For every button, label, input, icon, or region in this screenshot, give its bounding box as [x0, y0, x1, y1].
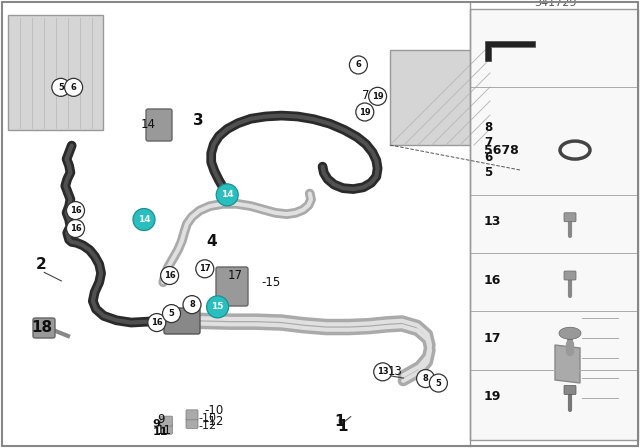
Text: 11: 11: [152, 427, 168, 437]
Text: 16: 16: [164, 271, 175, 280]
Text: -12: -12: [198, 421, 216, 431]
Bar: [470, 9, 638, 440]
Circle shape: [429, 374, 447, 392]
Circle shape: [196, 260, 214, 278]
FancyBboxPatch shape: [186, 418, 198, 428]
Text: 18: 18: [31, 319, 52, 335]
Text: -10: -10: [198, 413, 216, 422]
FancyBboxPatch shape: [161, 416, 172, 426]
Text: 16: 16: [484, 273, 501, 287]
Text: 13: 13: [484, 215, 501, 228]
Text: 17: 17: [199, 264, 211, 273]
Text: 9: 9: [152, 419, 160, 429]
FancyBboxPatch shape: [564, 271, 576, 280]
Text: 8: 8: [484, 121, 492, 134]
Text: 19: 19: [372, 92, 383, 101]
FancyBboxPatch shape: [216, 267, 248, 306]
Text: 19: 19: [359, 108, 371, 116]
FancyBboxPatch shape: [8, 15, 103, 130]
FancyBboxPatch shape: [164, 308, 200, 334]
Polygon shape: [580, 293, 635, 428]
Text: 6: 6: [484, 151, 492, 164]
Text: 2: 2: [36, 257, 47, 272]
Text: 1: 1: [334, 414, 344, 429]
Text: 5: 5: [484, 166, 492, 179]
Circle shape: [133, 208, 155, 231]
Text: -12: -12: [205, 414, 224, 428]
Text: 17: 17: [484, 332, 502, 345]
Text: 6: 6: [355, 60, 362, 69]
FancyBboxPatch shape: [161, 424, 172, 434]
Text: 341729: 341729: [534, 0, 576, 8]
FancyBboxPatch shape: [33, 318, 55, 338]
Text: 1: 1: [337, 419, 348, 434]
Circle shape: [65, 78, 83, 96]
Text: 7: 7: [484, 136, 492, 149]
Text: 13: 13: [377, 367, 388, 376]
Circle shape: [67, 202, 84, 220]
Text: 5: 5: [58, 83, 64, 92]
Circle shape: [374, 363, 392, 381]
FancyBboxPatch shape: [564, 213, 576, 222]
Text: 14: 14: [221, 190, 234, 199]
Text: 6: 6: [70, 83, 77, 92]
Circle shape: [349, 56, 367, 74]
Circle shape: [216, 184, 238, 206]
FancyBboxPatch shape: [186, 410, 198, 420]
Circle shape: [417, 370, 435, 388]
Text: 14: 14: [141, 118, 156, 131]
Text: -10: -10: [205, 404, 224, 418]
FancyBboxPatch shape: [564, 385, 576, 395]
Polygon shape: [555, 345, 580, 383]
Text: 5678: 5678: [484, 143, 519, 157]
FancyBboxPatch shape: [146, 109, 172, 141]
Text: 11: 11: [157, 423, 172, 437]
Circle shape: [356, 103, 374, 121]
Text: 16: 16: [151, 318, 163, 327]
Text: 17: 17: [227, 269, 242, 282]
Circle shape: [148, 314, 166, 332]
Text: 9: 9: [157, 413, 164, 426]
Circle shape: [67, 220, 84, 237]
Circle shape: [161, 267, 179, 284]
Text: 8: 8: [423, 374, 428, 383]
Text: -15: -15: [261, 276, 280, 289]
Ellipse shape: [559, 327, 581, 339]
Text: 14: 14: [138, 215, 150, 224]
Text: 7: 7: [362, 89, 369, 102]
Text: 16: 16: [70, 206, 81, 215]
Text: 3: 3: [193, 113, 204, 129]
Text: 8: 8: [189, 300, 195, 309]
Text: 5: 5: [435, 379, 442, 388]
Text: 16: 16: [70, 224, 81, 233]
FancyBboxPatch shape: [390, 50, 490, 145]
Circle shape: [207, 296, 228, 318]
Circle shape: [163, 305, 180, 323]
Text: 4: 4: [206, 234, 216, 250]
Text: 5: 5: [168, 309, 175, 318]
Circle shape: [183, 296, 201, 314]
Polygon shape: [485, 41, 535, 61]
Circle shape: [369, 87, 387, 105]
Text: 15: 15: [211, 302, 224, 311]
Text: 13: 13: [388, 365, 403, 379]
Circle shape: [52, 78, 70, 96]
Text: 19: 19: [484, 390, 501, 403]
